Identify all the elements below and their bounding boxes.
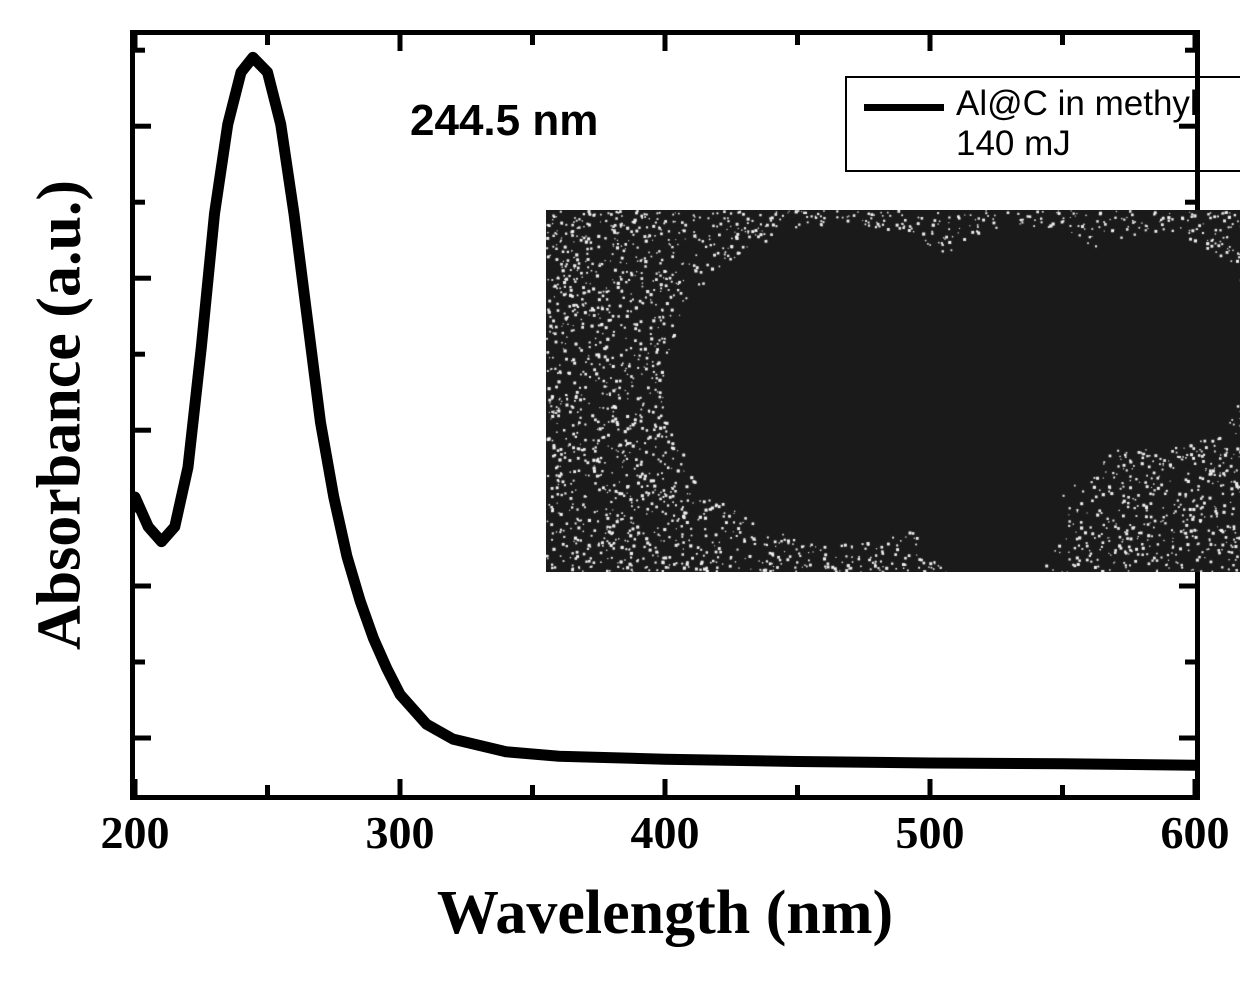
x-tick-label: 500	[896, 806, 965, 859]
inset-canvas	[546, 210, 1240, 572]
y-axis-title: Absorbance (a.u.)	[25, 180, 96, 650]
x-tick-label: 600	[1161, 806, 1230, 859]
x-axis-title: Wavelength (nm)	[437, 878, 893, 949]
legend-series-line	[864, 104, 944, 111]
x-tick-label: 200	[101, 806, 170, 859]
legend-series-label: Al@C in methyl140 mJ	[956, 84, 1198, 165]
x-tick-label: 300	[366, 806, 435, 859]
x-tick-label: 400	[631, 806, 700, 859]
plot-area: 244.5 nm Al@C in methyl140 mJ	[130, 30, 1200, 800]
figure: 244.5 nm Al@C in methyl140 mJ 200 300 400 5…	[0, 0, 1240, 998]
legend-box: Al@C in methyl140 mJ	[845, 76, 1240, 172]
peak-label: 244.5 nm	[410, 96, 598, 146]
inset-image	[546, 210, 1240, 572]
